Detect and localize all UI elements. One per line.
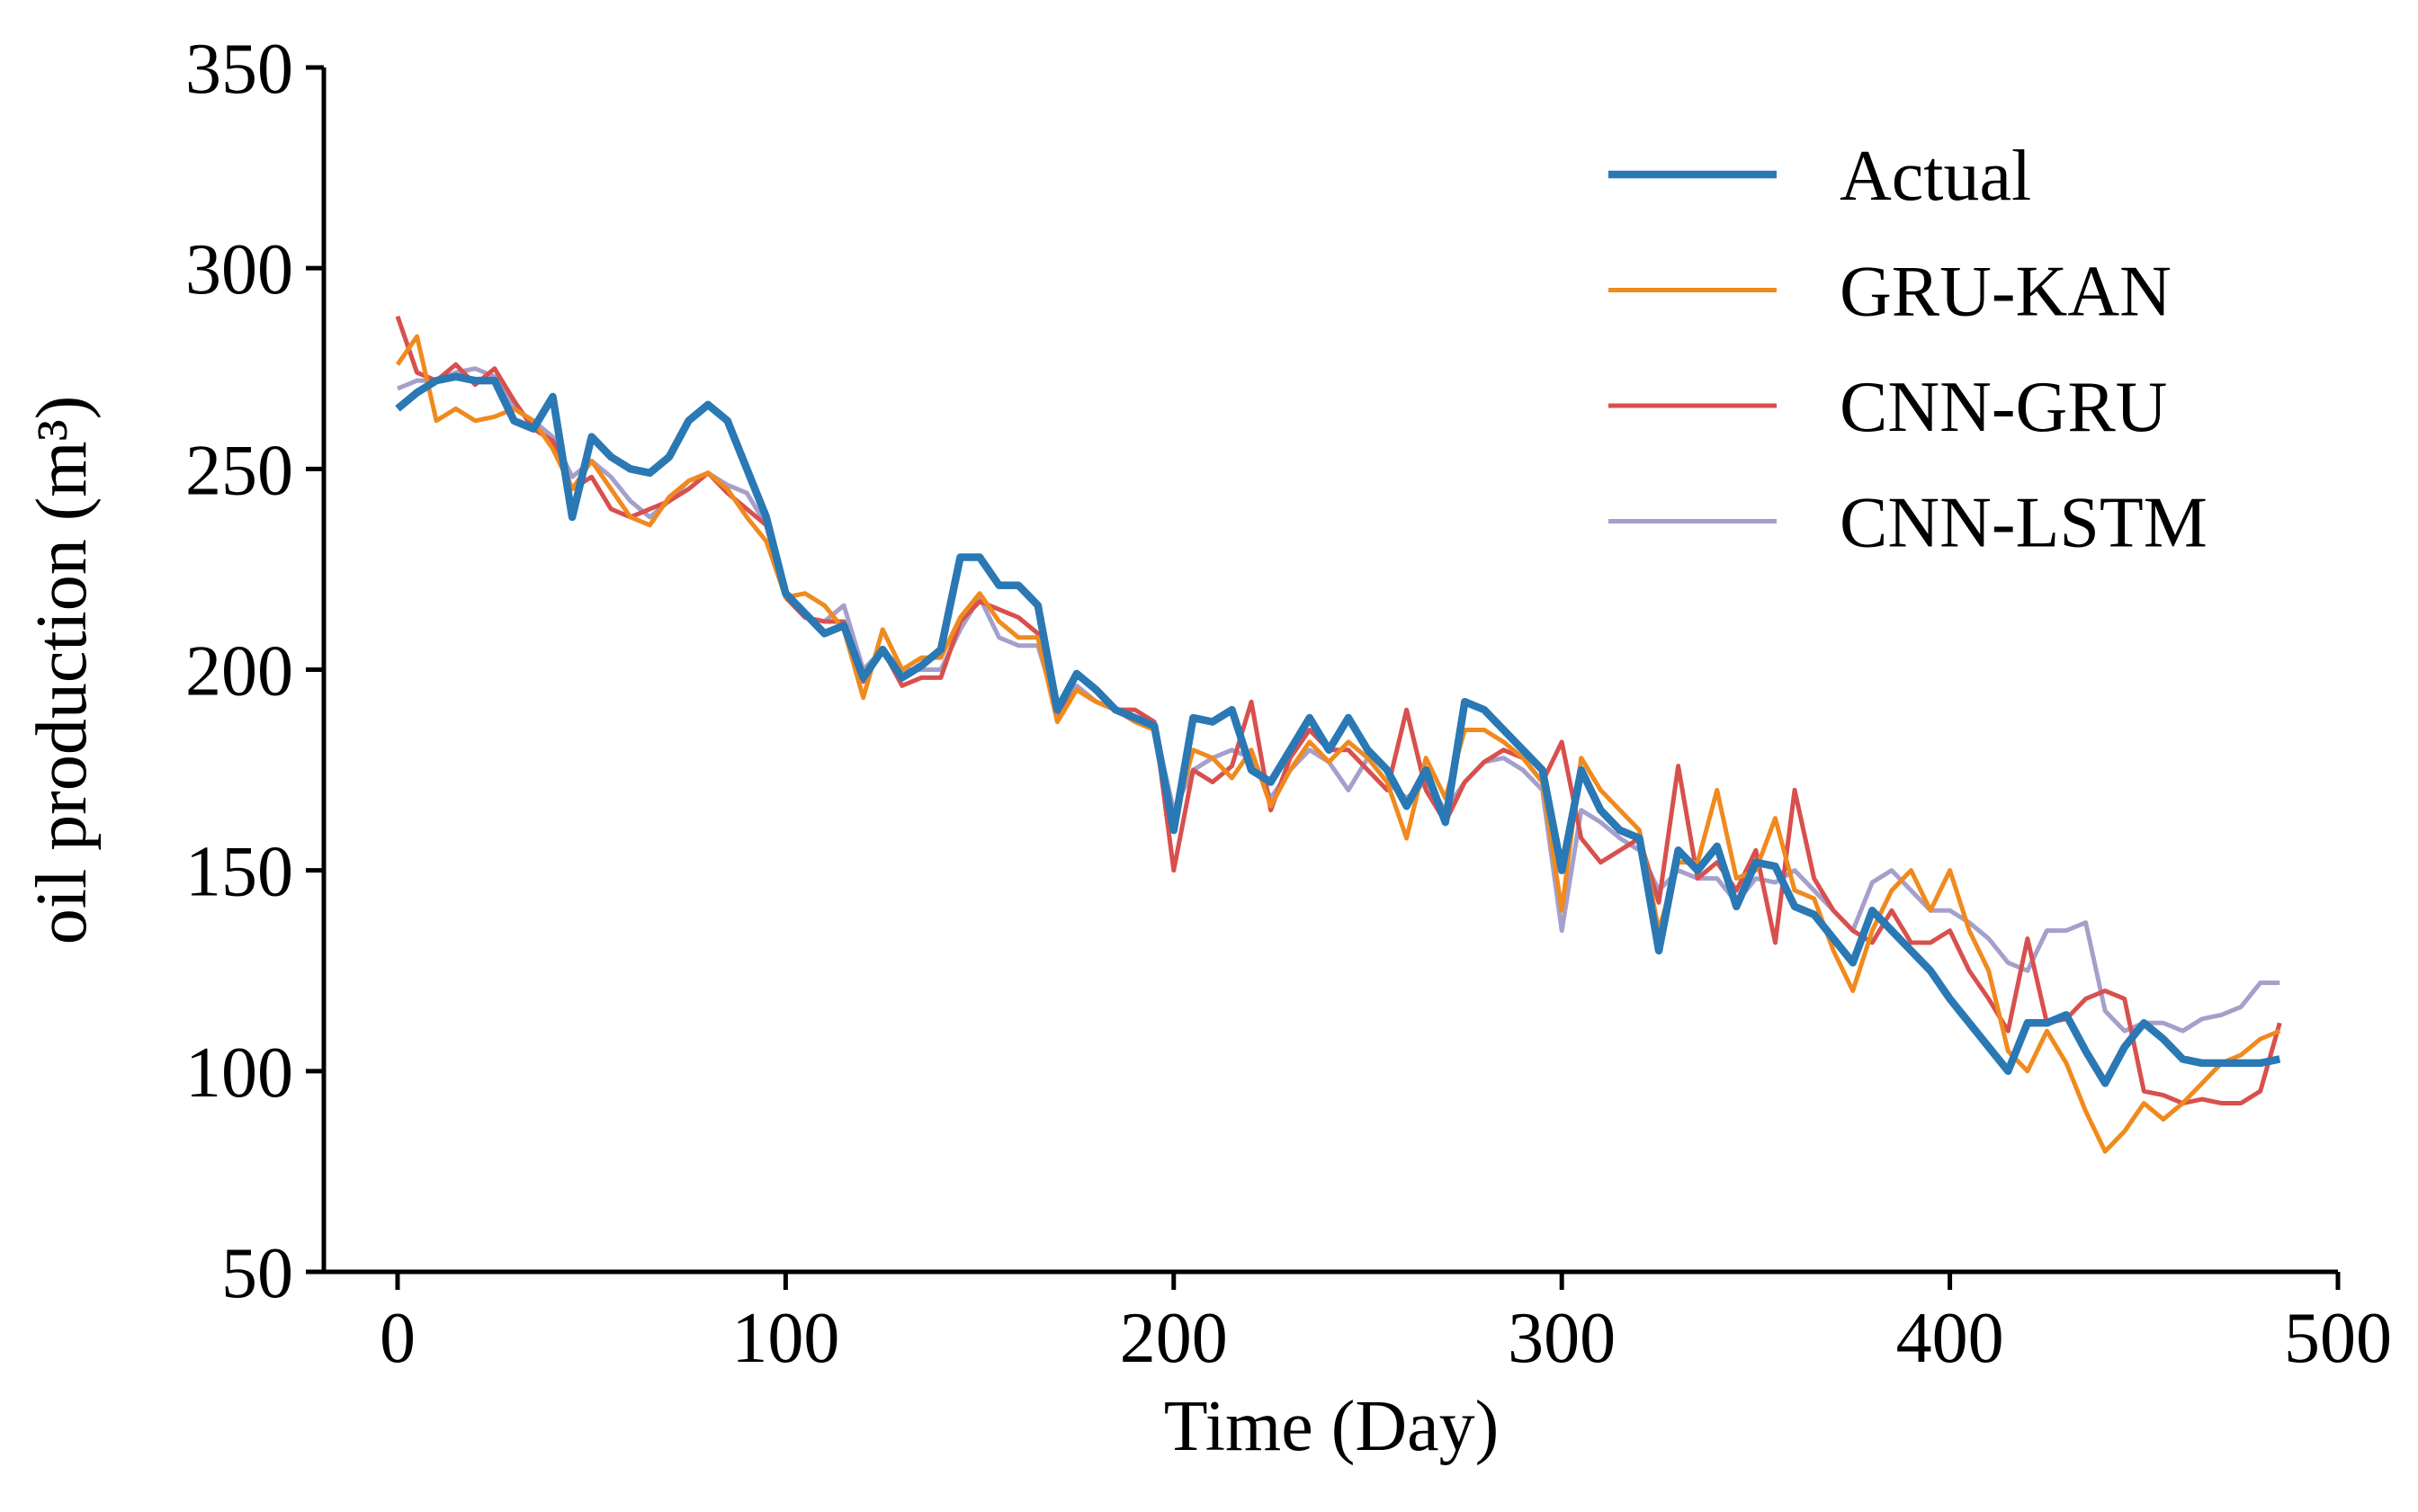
y-tick-label: 300 [185, 230, 293, 309]
y-tick-label: 50 [221, 1234, 293, 1313]
series-line [395, 372, 2281, 1087]
x-tick-label: 0 [380, 1299, 416, 1378]
x-tick-label: 300 [1508, 1299, 1616, 1378]
y-tick-label: 350 [185, 30, 293, 109]
y-tick-label: 250 [185, 431, 293, 510]
x-tick-label: 200 [1120, 1299, 1228, 1378]
x-tick-label: 500 [2284, 1299, 2392, 1378]
legend-label: CNN-LSTM [1840, 484, 2208, 563]
y-tick-label: 100 [185, 1033, 293, 1113]
x-tick-label: 400 [1896, 1299, 2004, 1378]
x-tick-label: 100 [731, 1299, 839, 1378]
legend-label: CNN-GRU [1840, 368, 2167, 447]
x-axis-label: Time (Day) [1164, 1387, 1500, 1466]
legend-label: Actual [1840, 137, 2031, 216]
legend-label: GRU-KAN [1840, 253, 2172, 332]
y-tick-label: 150 [185, 833, 293, 912]
y-tick-label: 200 [185, 632, 293, 711]
series-line [395, 334, 2281, 1154]
y-axis-label: oil production (m³) [22, 396, 102, 945]
series-line [397, 366, 2280, 1033]
